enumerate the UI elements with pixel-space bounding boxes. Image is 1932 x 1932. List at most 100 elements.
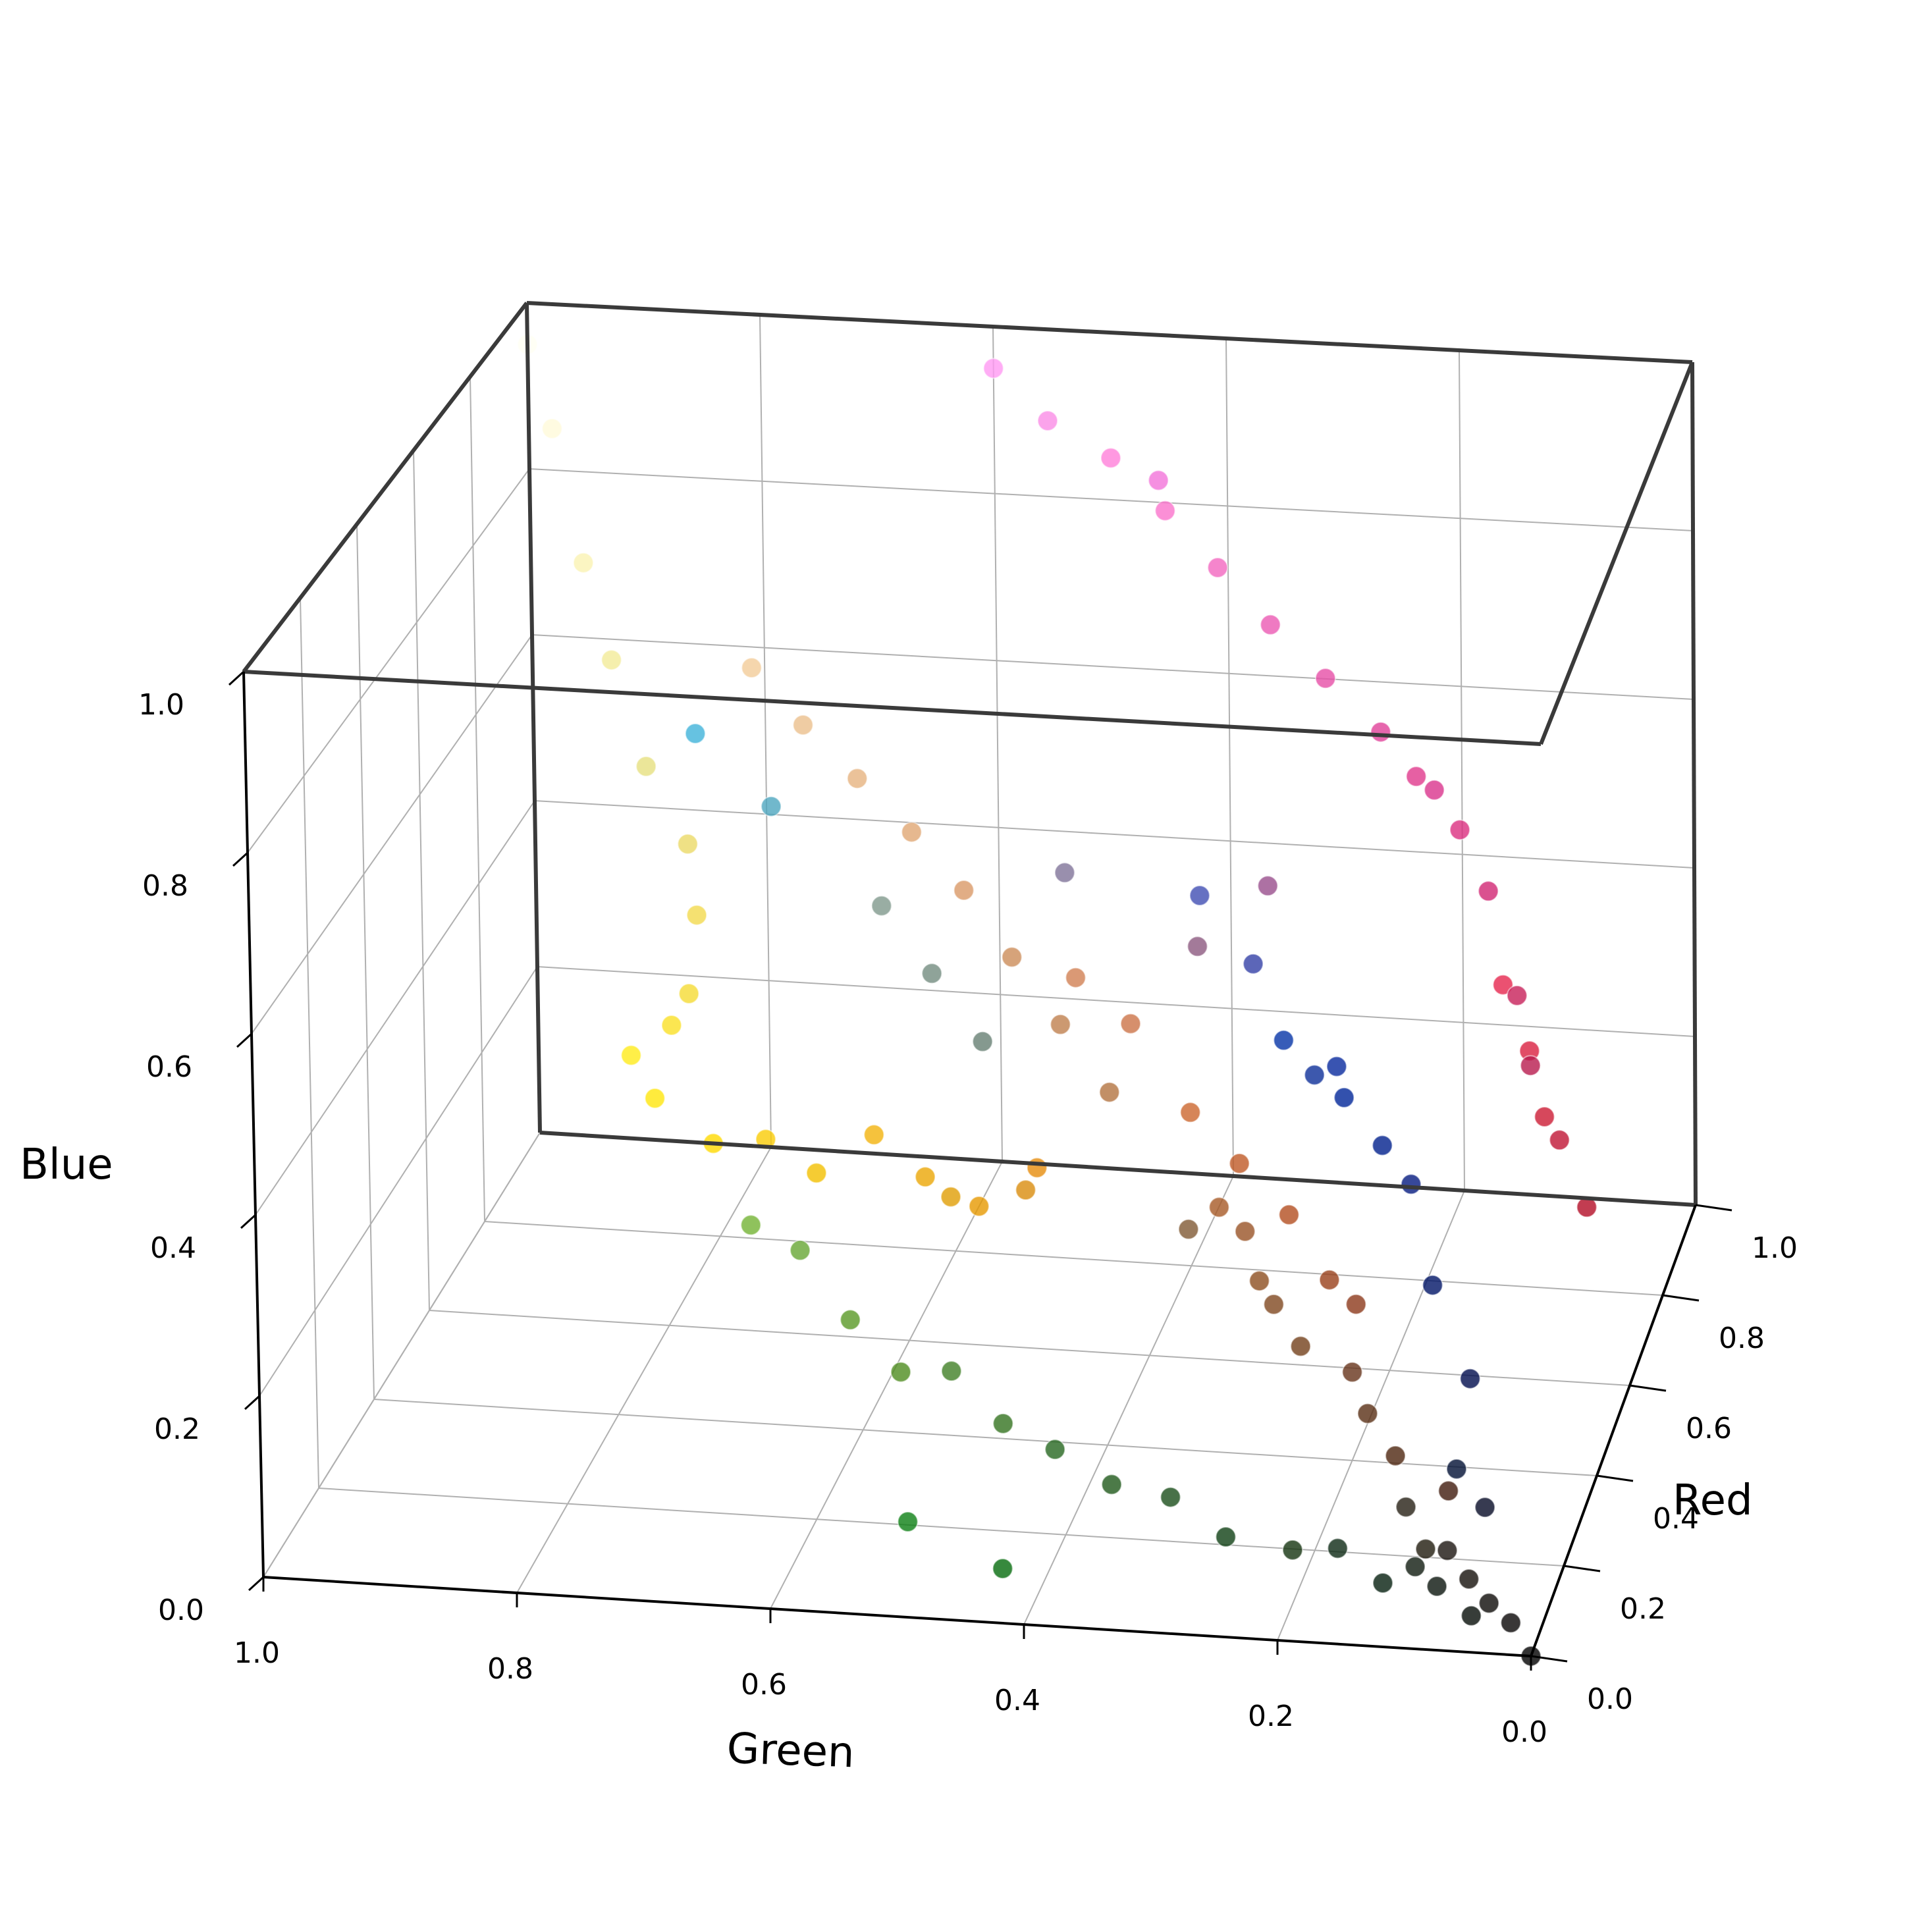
blue-tick-label: 0.8 (142, 869, 188, 903)
scatter-point (1405, 1556, 1426, 1578)
scatter-point (1248, 1270, 1270, 1292)
scatter-point (1345, 1293, 1367, 1315)
blue-tick-mark (236, 1033, 253, 1048)
scatter-point (1500, 1612, 1522, 1634)
scatter-point (1534, 1106, 1555, 1127)
green-axis-line (263, 1576, 1532, 1657)
scatter-point (901, 821, 923, 843)
scatter-point (1263, 1293, 1285, 1315)
gridline-backwall-blue (531, 634, 1694, 700)
scatter-point (1520, 1055, 1542, 1077)
scatter-point (1333, 1087, 1355, 1108)
blue-tick-label: 0.6 (146, 1050, 192, 1084)
scatter-point (1318, 1269, 1340, 1291)
gridline-floor-green (516, 1146, 772, 1594)
green-tick-label: 0.4 (994, 1684, 1040, 1717)
gridline-floor-green (770, 1161, 1003, 1609)
scatter-point (1015, 1179, 1036, 1201)
scatter-point (644, 1087, 666, 1109)
scatter-point (1098, 1081, 1120, 1103)
gridline-sidewall-red (300, 597, 319, 1489)
scatter-point (1461, 1605, 1482, 1626)
scatter-point (1405, 766, 1427, 788)
scatter-point (1314, 668, 1336, 689)
scatter-point (1234, 1221, 1256, 1242)
scatter-point (1459, 1368, 1481, 1389)
gridline-sidewall-red (413, 450, 430, 1311)
scatter-point (1372, 1572, 1393, 1594)
scatter-point (1326, 1056, 1347, 1077)
scatter-point (1026, 1157, 1048, 1179)
scatter-point (1001, 946, 1023, 968)
scatter-point (761, 795, 782, 817)
blue-tick-mark (240, 1214, 257, 1229)
gridline-floor-red (484, 1221, 1663, 1296)
scatter-point (741, 657, 763, 679)
scatter-point (740, 1214, 762, 1236)
scatter-point (1282, 1539, 1303, 1561)
scatter-point (1187, 936, 1208, 957)
blue-tick-mark (244, 1395, 261, 1410)
red-tick-label: 0.8 (1719, 1322, 1765, 1355)
scatter-point (1257, 875, 1279, 897)
scatter-point (1436, 1540, 1458, 1561)
scatter-point (1437, 1480, 1459, 1502)
scatter-point (1229, 1152, 1250, 1174)
scatter-point (972, 1031, 994, 1052)
scatter-point (1179, 1102, 1201, 1123)
scatter-point (1458, 1569, 1480, 1590)
scatter-point (915, 1166, 936, 1188)
data-points (517, 334, 1597, 1667)
blue-tick-mark (228, 670, 245, 686)
green-tick-label: 0.2 (1248, 1700, 1294, 1733)
gridline-backwall-blue (534, 800, 1695, 869)
scatter-point (620, 1044, 642, 1066)
scatter-point (686, 904, 708, 926)
scatter-point (677, 833, 699, 855)
scatter-point (792, 714, 814, 736)
scatter-point (660, 1015, 682, 1036)
scatter-point (921, 963, 943, 984)
gridline-floor-green (263, 1132, 541, 1578)
scatter-point (863, 1124, 885, 1146)
red-tick-label: 0.0 (1587, 1682, 1633, 1716)
axes: 0.0 0.0 0.0 0.2 0.2 0.2 0.4 0.4 0.4 0.6 0.6 0.6 0.8 0… (138, 301, 1798, 1749)
scatter-point (1356, 1403, 1378, 1424)
gridline-floor-red (429, 1310, 1630, 1386)
red-tick-mark (1530, 1655, 1568, 1663)
scatter-point (1395, 1496, 1417, 1518)
blue-tick-label: 0.4 (150, 1231, 196, 1265)
scatter-point (1278, 1204, 1300, 1225)
red-tick-mark (1629, 1384, 1667, 1392)
scatter-point (1341, 1361, 1363, 1383)
blue-tick-mark (248, 1576, 265, 1592)
scatter-point (1054, 862, 1075, 884)
scatter-point (601, 649, 622, 671)
gridline-sidewall-blue (251, 634, 533, 1034)
green-tick-label: 0.8 (487, 1652, 533, 1686)
scatter-point (1506, 984, 1528, 1006)
scatter-point (1446, 1458, 1467, 1480)
scatter-point (1478, 880, 1499, 902)
gridline-backwall-green (992, 326, 1003, 1162)
gridline-backwall-green (1459, 350, 1465, 1191)
gridline-floor-green (1023, 1175, 1234, 1625)
gridline-backwall-green (759, 314, 772, 1148)
scatter-point (1101, 1474, 1123, 1495)
gridline-backwall-blue (529, 468, 1694, 531)
green-tick-label: 1.0 (234, 1636, 280, 1670)
scatter-point (1474, 1497, 1496, 1518)
blue-tick-label: 0.2 (154, 1412, 200, 1446)
box-edge-top-left (242, 302, 529, 673)
box-edge-top-right (1539, 361, 1694, 745)
scatter-point (1370, 721, 1391, 743)
scatter-point (992, 1412, 1014, 1434)
scatter-point (897, 1511, 919, 1532)
scatter-point (1426, 1576, 1448, 1597)
gridline-sidewall-blue (247, 468, 530, 853)
scatter-point (1177, 1218, 1199, 1240)
scatter-point (1422, 1274, 1443, 1296)
scatter-point (940, 1360, 962, 1382)
red-tick-label: 0.6 (1686, 1412, 1732, 1445)
gridline-floor-red (373, 1399, 1597, 1476)
